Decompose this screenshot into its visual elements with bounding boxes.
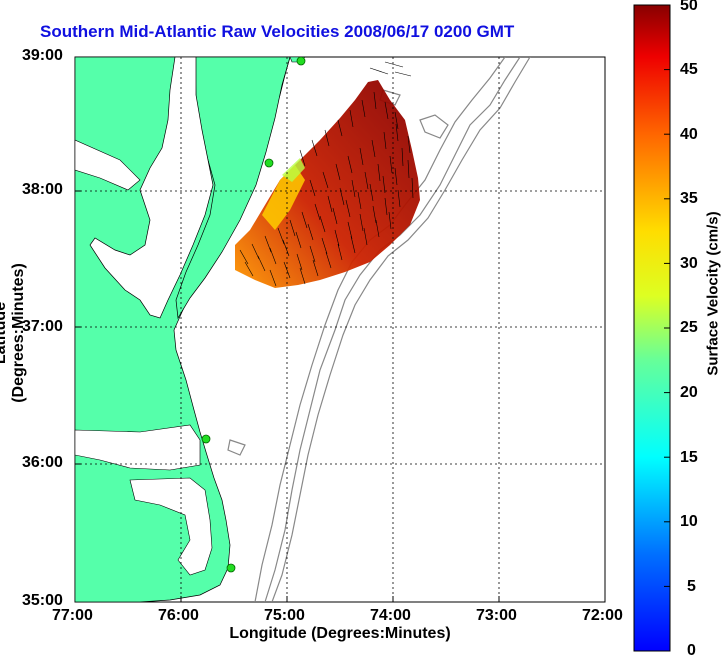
y-tick-label: 35:00: [22, 592, 63, 609]
x-tick-label: 73:00: [476, 607, 517, 624]
colorbar-tick-label: 30: [680, 255, 698, 272]
y-axis-label: Latitude (Degrees:Minutes): [0, 263, 27, 403]
x-tick-label: 72:00: [582, 607, 623, 624]
bay-water: [75, 139, 141, 191]
colorbar-tick-label: 5: [687, 578, 696, 595]
velocity-vectors: [239, 61, 414, 287]
station-marker: [226, 563, 236, 573]
map-title: Southern Mid-Atlantic Raw Velocities 200…: [40, 22, 515, 41]
colorbar-tick-label: 50: [680, 0, 698, 14]
station-marker: [201, 434, 211, 444]
colorbar-tick-label: 25: [680, 319, 698, 336]
x-tick-label: 77:00: [52, 607, 93, 624]
colorbar-tick-label: 15: [680, 449, 698, 466]
x-axis-label: Longitude (Degrees:Minutes): [229, 625, 451, 642]
gridlines: [75, 57, 605, 602]
bay-water: [89, 57, 214, 319]
station-marker: [296, 57, 306, 66]
colorbar-tick-label: 35: [680, 190, 698, 207]
velocity-field-low: [262, 165, 305, 230]
velocity-field-low: [282, 158, 305, 182]
station-marker: [264, 158, 274, 168]
x-tick-label: 74:00: [370, 607, 411, 624]
colorbar-tick-label: 45: [680, 61, 698, 78]
y-tick-label: 39:00: [22, 47, 63, 64]
sound-water: [75, 424, 201, 471]
y-tick-label: 36:00: [22, 454, 63, 471]
y-tick-label: 38:00: [22, 181, 63, 198]
colorbar-tick-label: 0: [687, 642, 696, 659]
x-tick-label: 75:00: [264, 607, 305, 624]
x-tick-label: 76:00: [158, 607, 199, 624]
colorbar-tick-label: 40: [680, 126, 698, 143]
sound-water: [129, 477, 213, 576]
colorbar-tick-label: 20: [680, 384, 698, 401]
colorbar-tick-label: 10: [680, 513, 698, 530]
colorbar-label: Surface Velocity (cm/s): [704, 211, 722, 376]
y-tick-label: 37:00: [22, 318, 63, 335]
